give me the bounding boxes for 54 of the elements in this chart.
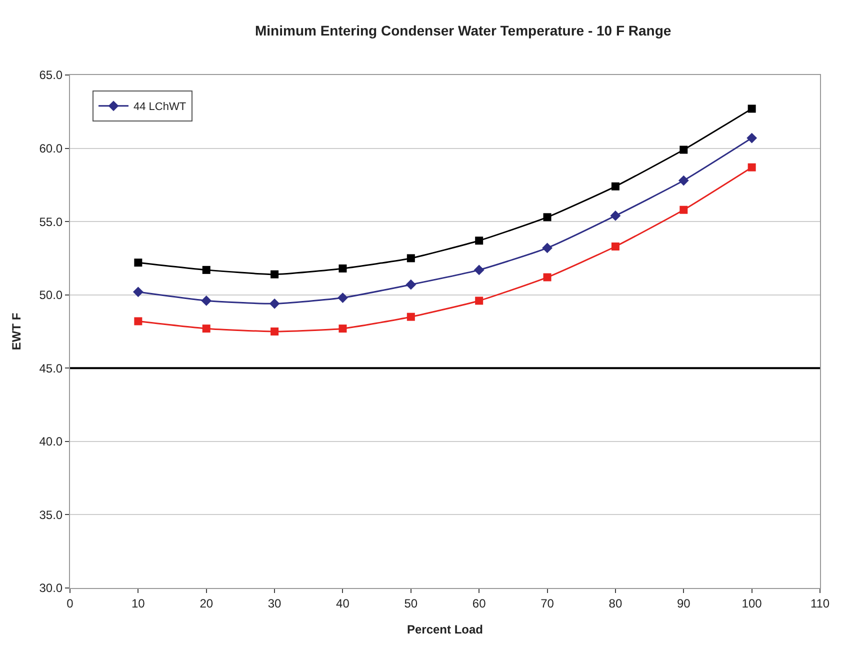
chart-title: Minimum Entering Condenser Water Temperature - 10 F Range <box>255 22 672 39</box>
point <box>406 254 415 262</box>
x-tick-label: 40 <box>336 596 350 610</box>
point <box>611 242 620 250</box>
x-tick-label: 110 <box>810 596 830 610</box>
point <box>132 286 144 298</box>
point <box>748 104 756 113</box>
point <box>406 279 416 290</box>
x-tick-label: 30 <box>268 596 282 610</box>
y-tick-label: 60.0 <box>39 141 63 156</box>
point <box>201 296 212 306</box>
x-tick-label: 80 <box>608 596 622 610</box>
point <box>474 264 484 276</box>
y-tick-label: 40.0 <box>39 434 63 449</box>
point <box>680 206 688 214</box>
point <box>338 292 348 303</box>
point <box>269 298 280 309</box>
point <box>202 266 210 274</box>
point <box>270 328 279 336</box>
point <box>475 236 484 245</box>
y-tick-label: 50.0 <box>39 288 63 302</box>
point <box>610 210 621 221</box>
y-tick-label: 30.0 <box>39 581 63 596</box>
point <box>406 312 415 321</box>
point <box>338 264 347 272</box>
y-tick-label: 35.0 <box>39 508 63 522</box>
x-axis-title: Percent Load <box>406 622 484 636</box>
x-tick-label: 90 <box>676 596 691 610</box>
point <box>542 242 552 254</box>
x-tick-label: 70 <box>540 596 554 610</box>
point <box>134 317 142 326</box>
point <box>611 182 620 190</box>
x-tick-label: 20 <box>200 596 214 610</box>
x-tick-label: 10 <box>132 596 146 610</box>
point <box>680 146 688 154</box>
point <box>475 296 484 305</box>
y-tick-label: 55.0 <box>39 214 63 229</box>
x-tick-label: 60 <box>472 596 486 610</box>
point <box>748 163 756 172</box>
point <box>746 132 758 144</box>
point <box>678 175 689 186</box>
y-tick-label: 65.0 <box>39 68 63 82</box>
point <box>134 258 142 267</box>
y-tick-label: 45.0 <box>39 361 63 376</box>
x-tick-label: 50 <box>404 596 418 610</box>
legend-label: 44 LChWT <box>134 101 186 114</box>
y-axis-title: EWT F <box>10 312 24 350</box>
point <box>543 273 552 282</box>
x-tick-label: 0 <box>66 596 74 610</box>
point <box>270 270 279 278</box>
point <box>338 324 347 333</box>
x-tick-label: 100 <box>742 596 762 610</box>
point <box>543 213 552 222</box>
point <box>202 324 210 333</box>
